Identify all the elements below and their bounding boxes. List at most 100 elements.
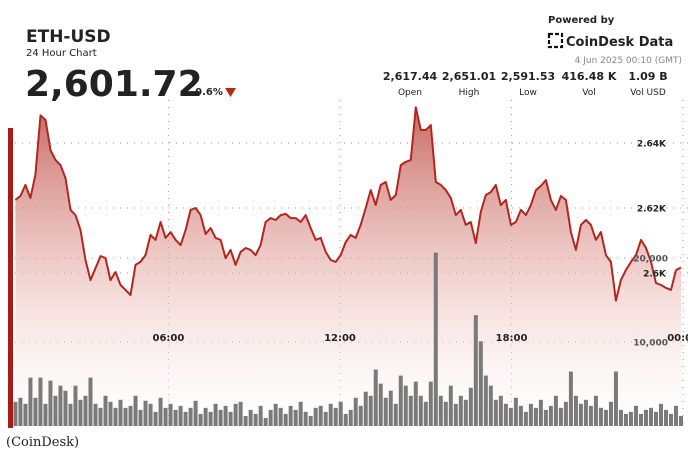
- volume-bar: [463, 399, 468, 426]
- volume-bar: [338, 401, 343, 426]
- volume-bar: [408, 395, 413, 426]
- volume-bar: [378, 383, 383, 426]
- x-tick-label: 06:00: [152, 333, 184, 344]
- volume-bar: [188, 407, 193, 426]
- volume-bar: [93, 403, 98, 426]
- volume-bar: [103, 395, 108, 426]
- volume-bar: [508, 407, 513, 426]
- volume-bar: [538, 399, 543, 426]
- chart-subtitle: 24 Hour Chart: [26, 48, 97, 59]
- volume-bar: [593, 395, 598, 426]
- volume-bar: [528, 403, 533, 426]
- volume-bar: [623, 413, 628, 426]
- volume-bar: [323, 411, 328, 426]
- volume-bar: [143, 400, 148, 426]
- volume-bar: [658, 403, 663, 426]
- stat-label: Vol USD: [630, 88, 666, 98]
- volume-bar: [438, 395, 443, 426]
- stat-label: High: [459, 88, 480, 98]
- volume-bar: [118, 399, 123, 426]
- stat-value: 2,651.01: [442, 70, 496, 83]
- volume-bar: [398, 375, 403, 426]
- y-tick-label: 2.6K: [643, 270, 667, 280]
- volume-bar: [628, 411, 633, 426]
- volume-bar: [273, 403, 278, 426]
- volume-bar: [558, 407, 563, 426]
- x-tick-label: 12:00: [324, 333, 356, 344]
- brand-logo: [547, 32, 564, 49]
- volume-bar: [423, 401, 428, 426]
- volume-bar: [503, 403, 508, 426]
- x-tick-label: 18:00: [496, 333, 528, 344]
- volume-bar: [213, 403, 218, 426]
- stat-label: Open: [398, 88, 422, 98]
- volume-bar: [223, 405, 228, 426]
- volume-bar: [18, 397, 23, 426]
- volume-bar: [563, 401, 568, 426]
- timestamp: 4 Jun 2025 00:10 (GMT): [575, 56, 682, 66]
- volume-bar: [258, 405, 263, 426]
- volume-bar: [453, 403, 458, 426]
- stat-label: Vol: [582, 88, 595, 98]
- volume-bar: [373, 369, 378, 426]
- chart-title: ETH-USD: [26, 27, 111, 47]
- volume-bar: [268, 409, 273, 426]
- price-change: -0.6%: [191, 87, 223, 98]
- volume-bar: [608, 401, 613, 426]
- volume-bar: [418, 395, 423, 426]
- volume-bar: [68, 403, 73, 426]
- volume-bar: [23, 403, 28, 426]
- volume-bar: [618, 409, 623, 426]
- volume-bar: [298, 401, 303, 426]
- volume-bar: [253, 413, 258, 426]
- volume-bar: [283, 413, 288, 426]
- volume-bar: [413, 381, 418, 426]
- volume-bar: [473, 315, 478, 426]
- volume-bar: [178, 405, 183, 426]
- volume-bar: [648, 407, 653, 426]
- volume-bar: [43, 403, 48, 426]
- volume-bar: [48, 380, 53, 426]
- volume-bar: [63, 390, 68, 426]
- volume-bar: [353, 397, 358, 426]
- volume-bar: [448, 385, 453, 426]
- volume-bar: [243, 415, 248, 426]
- volume-bar: [598, 407, 603, 426]
- stat-label: Low: [519, 88, 537, 98]
- volume-bar: [288, 405, 293, 426]
- volume-bar: [123, 407, 128, 426]
- price-line: [14, 106, 682, 302]
- volume-bar: [138, 409, 143, 426]
- volume-bar: [343, 413, 348, 426]
- volume-bar: [663, 409, 668, 426]
- volume-bar: [668, 413, 673, 426]
- volume-bar: [493, 399, 498, 426]
- volume-bar: [33, 397, 38, 426]
- volume-bar: [333, 407, 338, 426]
- volume-bar: [368, 395, 373, 426]
- volume-bar: [183, 411, 188, 426]
- volume-bar: [653, 411, 658, 426]
- volume-bar: [488, 385, 493, 426]
- volume-bar: [313, 407, 318, 426]
- volume-bar: [458, 395, 463, 426]
- volume-bar: [543, 409, 548, 426]
- volume-bar: [263, 417, 268, 426]
- volume-bar: [588, 405, 593, 426]
- stat-value: 2,617.44: [383, 70, 438, 83]
- volume-bar: [158, 397, 163, 426]
- volume-bar: [203, 407, 208, 426]
- volume-bar: [108, 401, 113, 426]
- volume-bar: [153, 411, 158, 426]
- volume-bar: [58, 385, 63, 426]
- volume-bar: [468, 387, 473, 426]
- powered-by: Powered by: [548, 15, 615, 26]
- volume-bar: [478, 341, 483, 426]
- volume-bar: [428, 381, 433, 426]
- volume-bar: [238, 401, 243, 426]
- volume-bar: [348, 409, 353, 426]
- volume-bar: [73, 385, 78, 426]
- volume-bar: [583, 399, 588, 426]
